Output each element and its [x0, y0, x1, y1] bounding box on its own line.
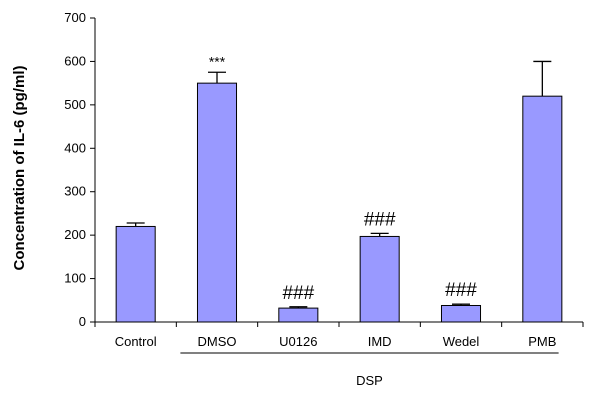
significance-annotation: ### [445, 280, 477, 301]
y-tick-label: 700 [64, 10, 86, 25]
y-tick-label: 500 [64, 97, 86, 112]
bar-u0126 [278, 307, 319, 323]
bar-wedel [440, 304, 482, 323]
x-axis: Control DMSO U0126 IMD Wedel PMB [94, 321, 584, 349]
x-tick-label: IMD [368, 334, 392, 349]
bars: *** ### ### ### [115, 53, 563, 323]
x-tick-label: Wedel [443, 334, 480, 349]
bar-control [115, 225, 156, 323]
bar-imd [359, 235, 400, 323]
y-tick-label: 0 [79, 314, 86, 329]
bar-pmb [522, 95, 563, 323]
x-tick-label: DMSO [198, 334, 237, 349]
y-axis: 0 100 200 300 400 500 600 700 [64, 10, 96, 329]
y-tick-label: 300 [64, 184, 86, 199]
significance-annotation: ### [364, 209, 396, 230]
y-tick-label: 100 [64, 271, 86, 286]
y-tick-label: 400 [64, 140, 86, 155]
bar-dmso [196, 82, 238, 323]
group-bracket: DSP [180, 352, 559, 388]
group-label: DSP [356, 373, 383, 388]
y-tick-label: 600 [64, 53, 86, 68]
significance-annotation: *** [209, 53, 226, 69]
x-tick-label: Control [115, 334, 157, 349]
y-tick-label: 200 [64, 227, 86, 242]
x-tick-label: U0126 [279, 334, 317, 349]
significance-annotation: ### [282, 283, 314, 304]
y-axis-label: Concentration of IL-6 (pg/ml) [11, 66, 28, 271]
x-tick-label: PMB [528, 334, 556, 349]
